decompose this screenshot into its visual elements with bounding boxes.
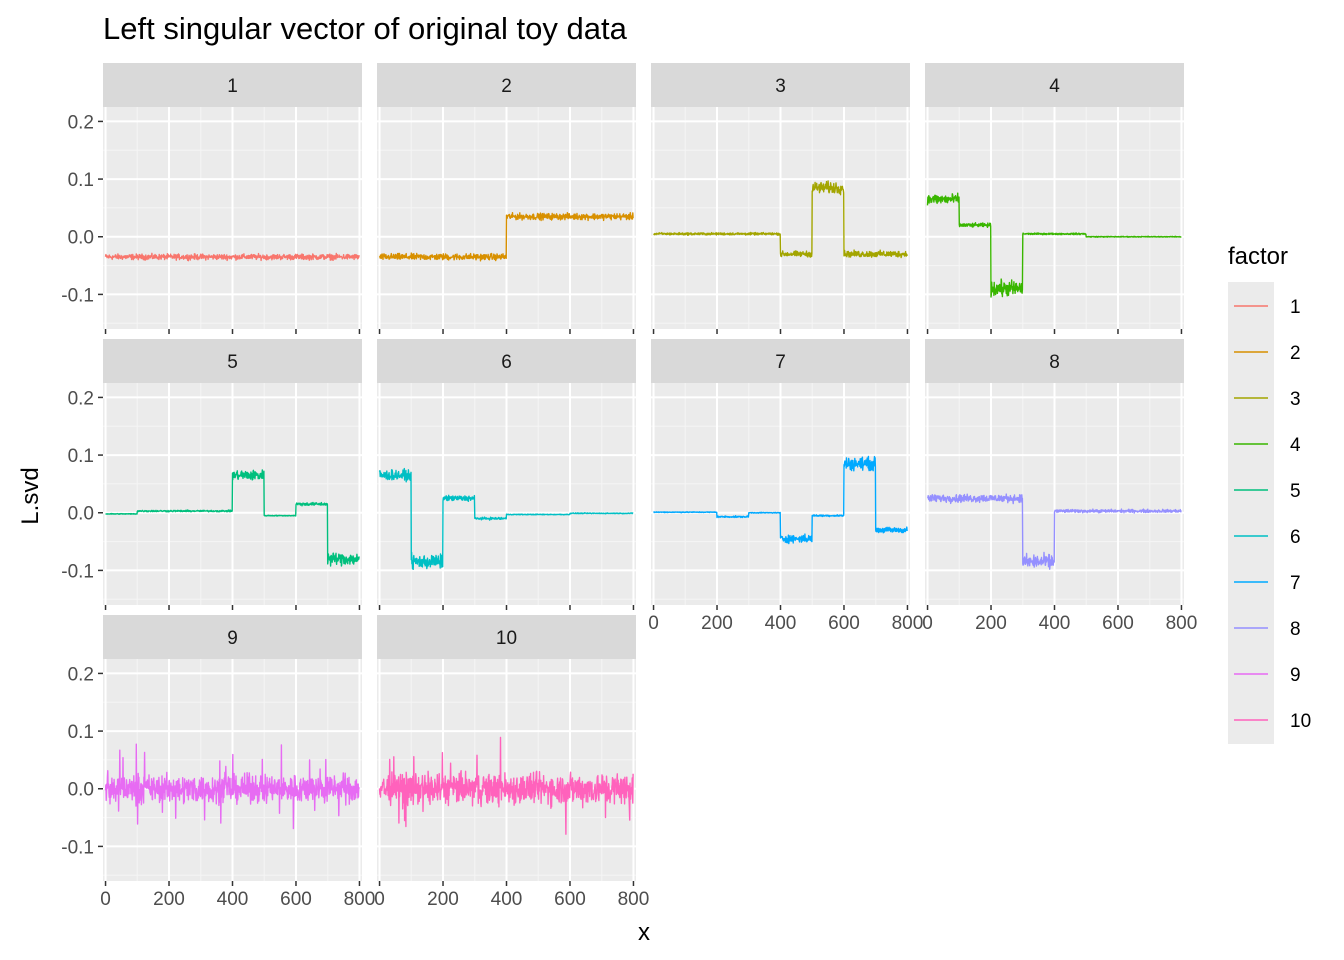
- facet-strip-label-3: 3: [775, 76, 786, 97]
- facet-strip-label-1: 1: [227, 76, 238, 97]
- series-line-8: [927, 493, 1182, 570]
- series-line-10: [378, 736, 634, 835]
- facet-panel-3: 3: [651, 63, 910, 334]
- x-tick-label: 600: [554, 889, 586, 910]
- y-tick-label: 0.1: [68, 170, 94, 191]
- series-line-2: [378, 211, 634, 262]
- y-tick-label: -0.1: [61, 837, 94, 858]
- series-line-7: [653, 455, 908, 545]
- x-tick-label: 0: [374, 889, 385, 910]
- legend-label-1: 1: [1290, 297, 1301, 318]
- facet-strip-1: [103, 63, 362, 107]
- facet-panel-5: 5 -0.1 0.0 0.1 0.2: [61, 339, 362, 610]
- facet-strip-label-8: 8: [1049, 352, 1060, 373]
- facet-strip-8: [925, 339, 1184, 383]
- x-tick-label: 400: [765, 613, 797, 634]
- y-tick-label: 0.2: [68, 388, 94, 409]
- facet-strip-label-5: 5: [227, 352, 238, 373]
- y-tick-label: 0.0: [68, 780, 94, 801]
- legend-label-6: 6: [1290, 527, 1301, 548]
- facet-strip-2: [377, 63, 636, 107]
- facet-panels: 1 -0.1 0.0 0.1 0.2 2 3 4 5 -0.1 0.0 0.1 0.2 6 7 0 200 400…: [61, 63, 1197, 910]
- x-tick-label: 800: [892, 613, 924, 634]
- facet-panel-8: 8 0 200 400 600 800: [922, 339, 1197, 634]
- facet-strip-label-4: 4: [1049, 76, 1060, 97]
- legend-label-2: 2: [1290, 343, 1301, 364]
- x-tick-label: 800: [618, 889, 650, 910]
- y-tick-label: 0.0: [68, 228, 94, 249]
- y-axis-title: L.svd: [17, 467, 44, 524]
- facet-strip-label-10: 10: [496, 628, 517, 649]
- facet-strip-6: [377, 339, 636, 383]
- x-tick-label: 200: [701, 613, 733, 634]
- y-tick-label: 0.2: [68, 664, 94, 685]
- series-line-6: [378, 467, 634, 570]
- facet-strip-7: [651, 339, 910, 383]
- legend: factor 1 2 3 4 5 6 7 8 9 10: [1228, 243, 1311, 744]
- facet-strip-label-7: 7: [775, 352, 786, 373]
- facet-panel-10: 10 0 200 400 600 800: [374, 615, 649, 910]
- facet-strip-3: [651, 63, 910, 107]
- series-line-3: [653, 180, 908, 259]
- x-tick-label: 0: [922, 613, 933, 634]
- x-tick-label: 600: [1102, 613, 1134, 634]
- facet-strip-label-2: 2: [501, 76, 512, 97]
- y-tick-label: -0.1: [61, 285, 94, 306]
- legend-label-4: 4: [1290, 435, 1301, 456]
- x-tick-label: 400: [1039, 613, 1071, 634]
- legend-label-8: 8: [1290, 619, 1301, 640]
- y-tick-label: 0.2: [68, 112, 94, 133]
- facet-strip-4: [925, 63, 1184, 107]
- x-tick-label: 200: [153, 889, 185, 910]
- y-tick-label: 0.0: [68, 504, 94, 525]
- legend-key-background: [1228, 282, 1274, 744]
- y-tick-label: 0.1: [68, 722, 94, 743]
- facet-strip-9: [103, 615, 362, 659]
- facet-strip-10: [377, 615, 636, 659]
- legend-label-10: 10: [1290, 711, 1311, 732]
- legend-label-9: 9: [1290, 665, 1301, 686]
- facet-strip-5: [103, 339, 362, 383]
- x-tick-label: 400: [217, 889, 249, 910]
- series-line-5: [105, 469, 360, 567]
- chart-title: Left singular vector of original toy dat…: [103, 11, 628, 46]
- x-tick-label: 600: [828, 613, 860, 634]
- series-line-4: [926, 192, 1182, 298]
- facet-panel-2: 2: [377, 63, 636, 334]
- facet-panel-1: 1 -0.1 0.0 0.1 0.2: [61, 63, 362, 334]
- facet-panel-7: 7 0 200 400 600 800: [648, 339, 923, 634]
- facet-panel-4: 4: [925, 63, 1184, 334]
- x-tick-label: 200: [975, 613, 1007, 634]
- x-tick-label: 800: [1166, 613, 1198, 634]
- x-tick-label: 600: [280, 889, 312, 910]
- y-tick-label: 0.1: [68, 446, 94, 467]
- facet-strip-label-6: 6: [501, 352, 512, 373]
- x-axis-title: x: [638, 919, 650, 946]
- x-tick-label: 200: [427, 889, 459, 910]
- legend-title: factor: [1228, 243, 1288, 270]
- x-tick-label: 400: [491, 889, 523, 910]
- x-tick-label: 800: [344, 889, 376, 910]
- facet-panel-9: 9 -0.1 0.0 0.1 0.2 0 200 400 600 800: [61, 615, 375, 910]
- legend-label-3: 3: [1290, 389, 1301, 410]
- x-tick-label: 0: [100, 889, 111, 910]
- y-tick-label: -0.1: [61, 561, 94, 582]
- x-tick-label: 0: [648, 613, 659, 634]
- series-line-9: [104, 743, 360, 830]
- legend-label-7: 7: [1290, 573, 1301, 594]
- facet-strip-label-9: 9: [227, 628, 238, 649]
- series-line-1: [104, 252, 360, 262]
- legend-label-5: 5: [1290, 481, 1301, 502]
- facet-panel-6: 6: [377, 339, 636, 610]
